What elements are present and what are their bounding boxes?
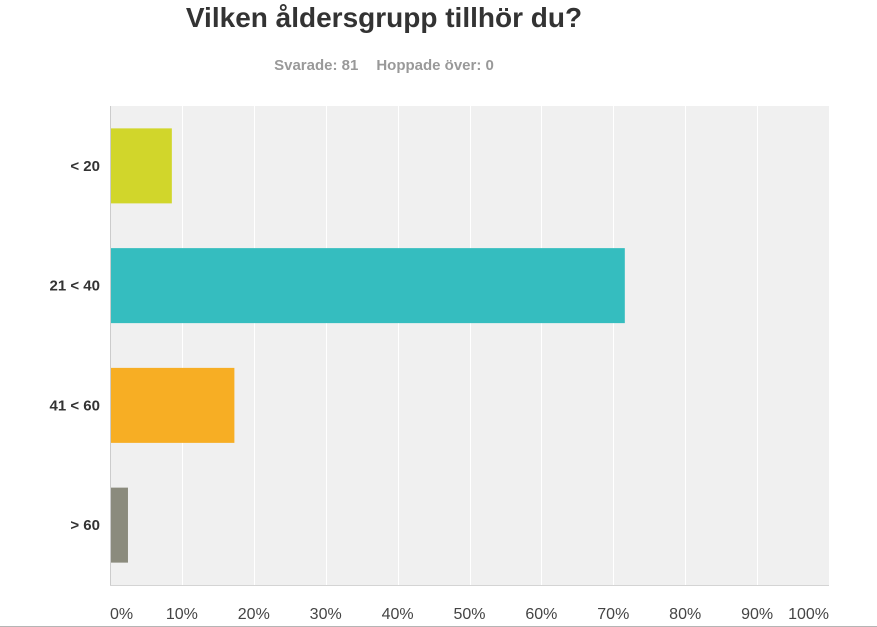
x-tick-label: 50%: [453, 606, 485, 623]
x-tick-label: 20%: [238, 606, 270, 623]
x-tick-label: 80%: [669, 606, 701, 623]
category-label: 41 < 60: [50, 397, 100, 414]
x-tick-label: 90%: [741, 606, 773, 623]
category-label: < 20: [70, 158, 100, 175]
x-tick-label: 30%: [310, 606, 342, 623]
x-tick-labels: 0% 10% 20% 30% 40% 50% 60% 70% 80% 90% 100%: [110, 606, 829, 623]
x-tick-label: 40%: [382, 606, 414, 623]
category-labels: < 20 21 < 40 41 < 60 > 60: [50, 158, 100, 534]
skipped-count: Hoppade över: 0: [376, 57, 494, 74]
bar: [111, 367, 235, 443]
x-tick-label: 0%: [110, 606, 133, 623]
bar: [111, 248, 625, 324]
x-tick-label: 10%: [166, 606, 198, 623]
x-tick-label: 60%: [525, 606, 557, 623]
bar: [111, 487, 128, 563]
bar: [111, 128, 172, 204]
answered-count: Svarade: 81: [274, 57, 359, 74]
x-tick-label: 70%: [597, 606, 629, 623]
survey-stats: Svarade: 81 Hoppade över: 0: [0, 57, 768, 74]
grid-lines: [182, 106, 830, 585]
category-label: 21 < 40: [50, 278, 100, 295]
plot-background: [110, 106, 829, 585]
bars: [111, 128, 625, 563]
category-label: > 60: [70, 517, 100, 534]
x-tick-label: 100%: [788, 606, 829, 623]
chart-title: Vilken åldersgrupp tillhör du?: [185, 2, 583, 33]
